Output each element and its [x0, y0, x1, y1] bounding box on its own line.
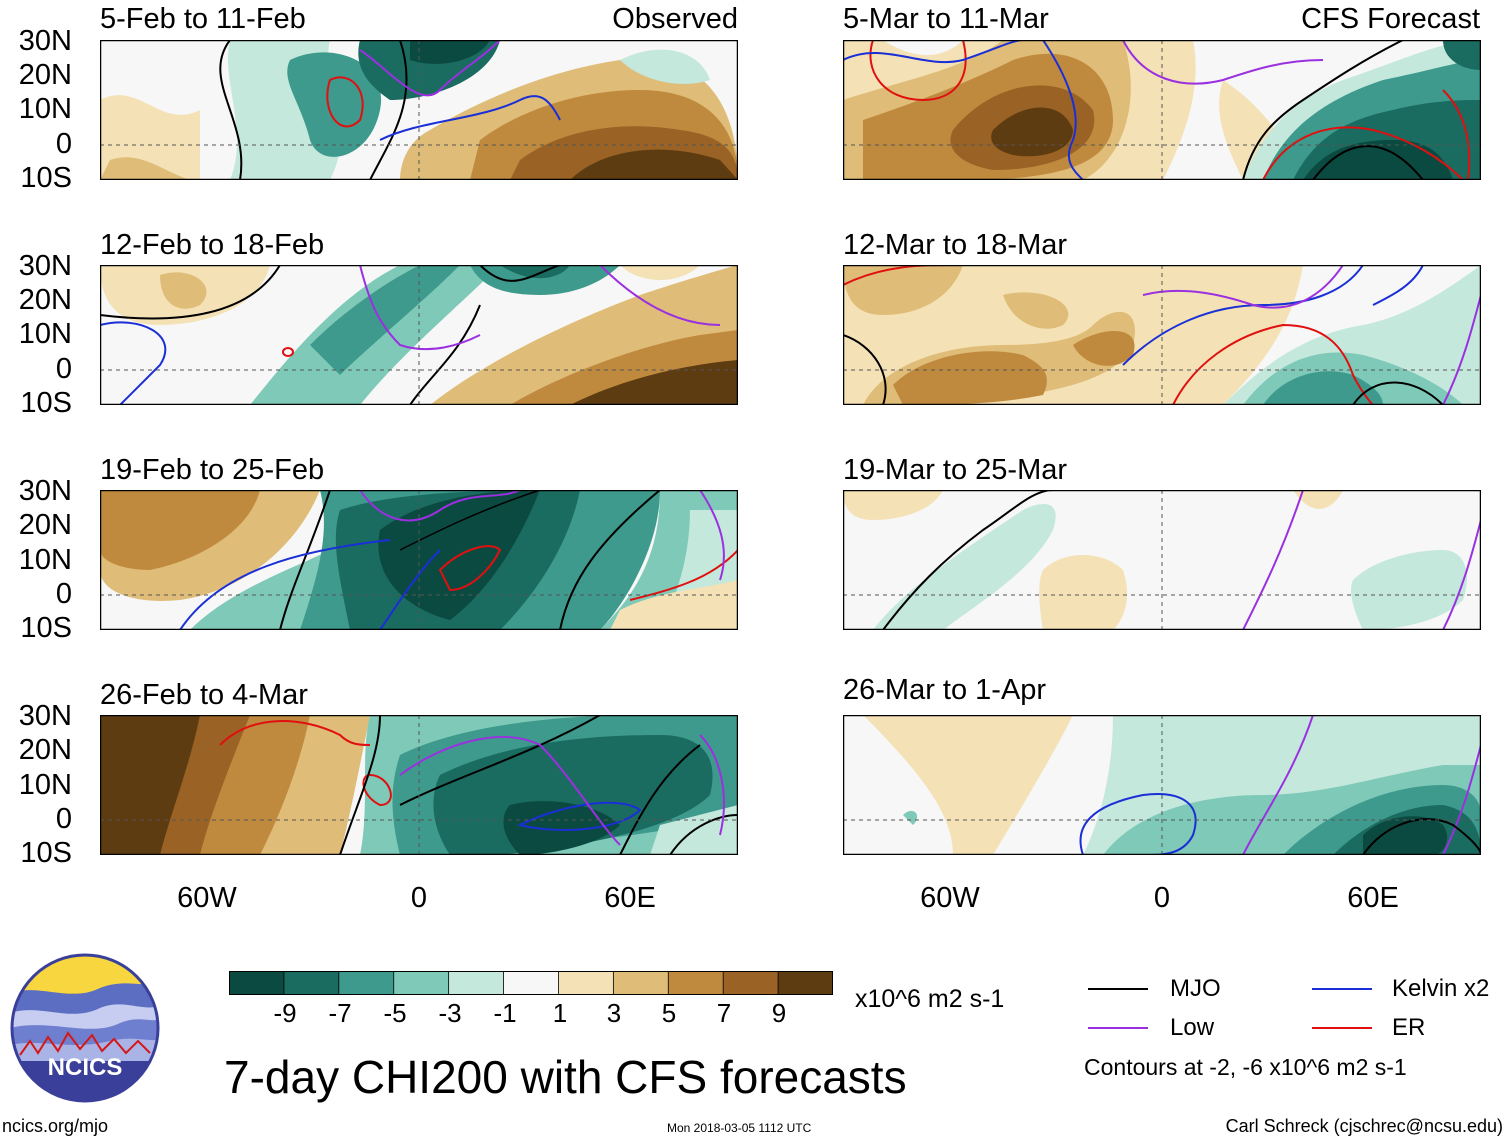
colorbar-cell — [393, 971, 450, 995]
colorbar-tick: 3 — [606, 998, 622, 1028]
colorbar-tick: -7 — [328, 998, 352, 1028]
legend-line-low — [1088, 1027, 1148, 1029]
lat-label: 30N — [18, 250, 72, 282]
lat-label: 0 — [55, 353, 72, 385]
map-panel-7 — [843, 490, 1481, 630]
colorbar-tick: 9 — [771, 998, 787, 1028]
lat-label: 30N — [18, 700, 72, 732]
colorbar-tick: -9 — [273, 998, 297, 1028]
colorbar-cell — [558, 971, 615, 995]
lat-label: 10N — [18, 93, 72, 125]
lat-label: 30N — [18, 475, 72, 507]
ncics-logo: NCICS — [10, 953, 160, 1103]
contours-note: Contours at -2, -6 x10^6 m2 s-1 — [1084, 1054, 1407, 1080]
panel-title: 19-Feb to 25-Feb — [100, 454, 325, 486]
colorbar-tick: 1 — [552, 998, 568, 1028]
panel-title: 5-Feb to 11-Feb — [100, 3, 306, 35]
lat-label: 0 — [55, 578, 72, 610]
colorbar-cell — [229, 971, 285, 995]
lat-label: 10N — [18, 318, 72, 350]
observed-label: Observed — [612, 3, 738, 35]
map-panel-5 — [843, 40, 1481, 180]
footer-author: Carl Schreck (cjschrec@ncsu.edu) — [1225, 1116, 1503, 1136]
colorbar — [229, 971, 833, 995]
panel-title: 26-Mar to 1-Apr — [843, 674, 1047, 706]
colorbar-cell — [338, 971, 395, 995]
lat-label: 20N — [18, 284, 72, 316]
colorbar-cell — [448, 971, 505, 995]
colorbar-tick: -1 — [493, 998, 517, 1028]
panel-title: 12-Feb to 18-Feb — [100, 229, 325, 261]
footer-timestamp: Mon 2018-03-05 1112 UTC — [667, 1121, 812, 1135]
colorbar-cell — [722, 971, 779, 995]
colorbar-cell — [667, 971, 725, 995]
lat-label: 20N — [18, 59, 72, 91]
colorbar-cell — [283, 971, 340, 995]
colorbar-unit: x10^6 m2 s-1 — [855, 985, 1005, 1013]
legend-label-er: ER — [1392, 1014, 1426, 1041]
lon-label: 60W — [177, 882, 237, 914]
lat-label: 10S — [20, 837, 72, 869]
footer-url[interactable]: ncics.org/mjo — [2, 1116, 109, 1136]
legend-label-mjo: MJO — [1170, 975, 1221, 1002]
map-panel-8 — [843, 715, 1481, 855]
lat-label: 0 — [55, 803, 72, 835]
lat-label: 10S — [20, 162, 72, 194]
map-panel-4 — [100, 715, 738, 855]
legend-line-kelvin — [1312, 988, 1372, 990]
legend-line-mjo — [1088, 988, 1148, 990]
lon-label: 60E — [604, 882, 656, 914]
panel-title: 26-Feb to 4-Mar — [100, 679, 308, 711]
legend-line-er — [1312, 1027, 1372, 1029]
logo-text: NCICS — [48, 1054, 123, 1081]
lon-label: 60W — [920, 882, 980, 914]
lat-label: 10S — [20, 612, 72, 644]
colorbar-tick: 5 — [661, 998, 677, 1028]
legend-label-kelvin: Kelvin x2 — [1392, 975, 1490, 1002]
panel-title: 19-Mar to 25-Mar — [843, 454, 1068, 486]
lat-label: 20N — [18, 509, 72, 541]
map-panel-6 — [843, 265, 1481, 405]
colorbar-tick: -5 — [383, 998, 407, 1028]
lat-label: 20N — [18, 734, 72, 766]
map-panel-3 — [100, 490, 738, 630]
lon-label: 0 — [1153, 882, 1171, 914]
colorbar-tick: 7 — [716, 998, 732, 1028]
lat-label: 10N — [18, 544, 72, 576]
colorbar-tick: -3 — [438, 998, 462, 1028]
map-panel-2 — [100, 265, 738, 405]
cfs-forecast-label: CFS Forecast — [1301, 3, 1480, 35]
colorbar-cell — [777, 971, 833, 995]
lat-label: 0 — [55, 128, 72, 160]
map-panel-1 — [100, 40, 738, 180]
main-title: 7-day CHI200 with CFS forecasts — [224, 1051, 907, 1103]
lat-label: 30N — [18, 25, 72, 57]
panel-title: 5-Mar to 11-Mar — [843, 3, 1049, 35]
legend-label-low: Low — [1170, 1014, 1215, 1041]
lon-label: 60E — [1347, 882, 1399, 914]
panel-title: 12-Mar to 18-Mar — [843, 229, 1068, 261]
colorbar-cell — [612, 971, 670, 995]
lat-label: 10S — [20, 387, 72, 419]
lon-label: 0 — [410, 882, 428, 914]
lat-label: 10N — [18, 769, 72, 801]
colorbar-cell — [503, 971, 560, 995]
